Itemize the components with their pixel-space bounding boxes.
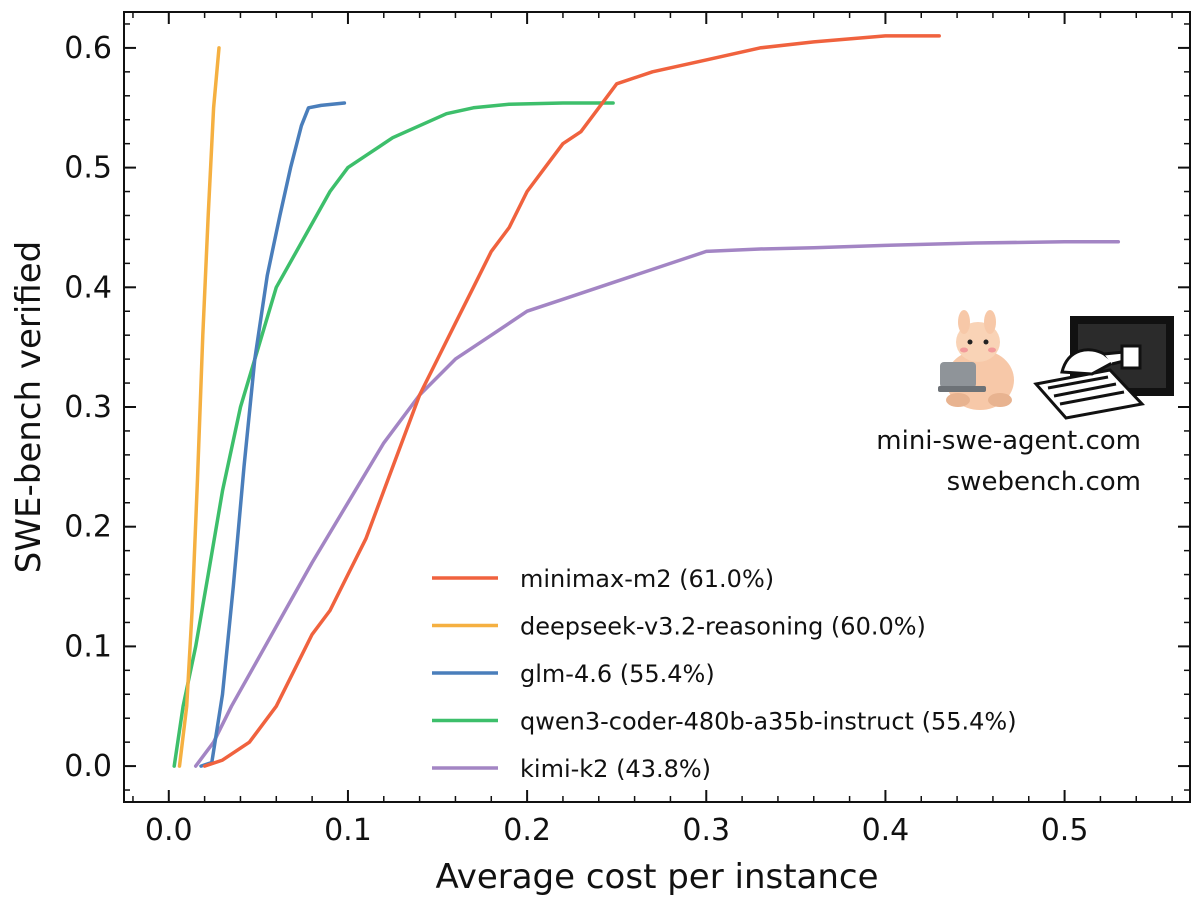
legend-label-minimax-m2: minimax-m2 (61.0%) xyxy=(520,565,774,593)
y-tick-label: 0.0 xyxy=(64,749,112,784)
x-tick-label: 0.1 xyxy=(324,813,372,848)
y-tick-label: 0.2 xyxy=(64,510,112,545)
series-line-deepseek-v3-2-reasoning xyxy=(177,46,221,768)
hand-keyboard-icon xyxy=(1033,316,1174,420)
lines-layer xyxy=(172,34,1121,768)
series-line-qwen3-coder-480b-a35b-instruct xyxy=(172,101,615,768)
watermark-line-2: swebench.com xyxy=(947,467,1141,497)
legend: minimax-m2 (61.0%) deepseek-v3.2-reasonin… xyxy=(432,565,1017,783)
series-line-glm-4-6 xyxy=(199,101,347,768)
legend-label-kimi-k2: kimi-k2 (43.8%) xyxy=(520,755,711,783)
ticks-layer: 0.0 0.1 0.2 0.3 0.4 0.5 0.0 0.1 0.2 0.3 0.4 0.5 0.6 xyxy=(64,12,1190,848)
watermark-line-1: mini-swe-agent.com xyxy=(876,426,1141,456)
series-line-kimi-k2 xyxy=(193,240,1121,768)
legend-label-glm-4-6: glm-4.6 (55.4%) xyxy=(520,660,715,688)
llama-laptop-icon xyxy=(938,310,1014,410)
x-tick-label: 0.4 xyxy=(862,813,910,848)
x-tick-label: 0.5 xyxy=(1041,813,1089,848)
y-tick-label: 0.4 xyxy=(64,270,112,305)
y-tick-label: 0.6 xyxy=(64,31,112,66)
series-line-minimax-m2 xyxy=(202,34,941,768)
legend-label-deepseek-v3-2-reasoning: deepseek-v3.2-reasoning (60.0%) xyxy=(520,613,926,641)
x-tick-label: 0.3 xyxy=(682,813,730,848)
y-tick-label: 0.1 xyxy=(64,629,112,664)
x-tick-label: 0.0 xyxy=(145,813,193,848)
x-axis-label: Average cost per instance xyxy=(435,857,878,897)
legend-label-qwen3-coder-480b-a35b-instruct: qwen3-coder-480b-a35b-instruct (55.4%) xyxy=(520,708,1017,736)
watermark: mini-swe-agent.com swebench.com xyxy=(876,310,1174,497)
y-tick-label: 0.3 xyxy=(64,390,112,425)
x-tick-label: 0.2 xyxy=(503,813,551,848)
y-tick-label: 0.5 xyxy=(64,151,112,186)
y-axis-label: SWE-bench verified xyxy=(9,241,49,573)
